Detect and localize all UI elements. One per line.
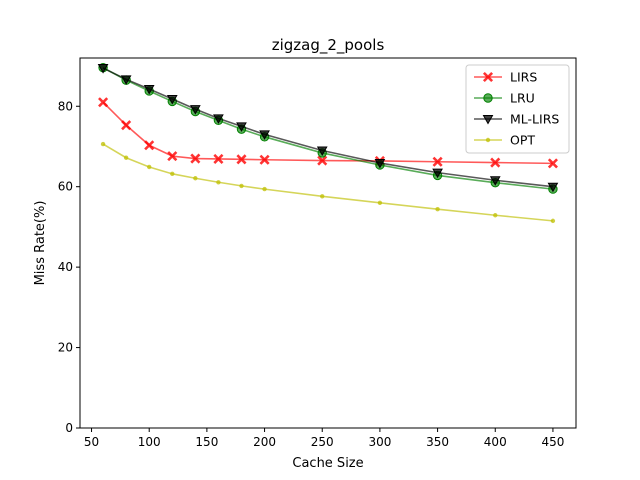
y-tick-label: 0 (65, 421, 73, 435)
data-point-lirs (317, 155, 328, 166)
data-point-opt (193, 176, 198, 181)
data-point-opt (100, 141, 106, 147)
data-point-opt (170, 171, 175, 177)
data-point-lirs (167, 151, 178, 162)
data-point-lirs (144, 140, 155, 151)
y-tick-label: 40 (58, 260, 73, 274)
data-point-ml-lirs (316, 146, 328, 157)
legend: LIRS LRU ML-LIRS OPT (465, 64, 570, 154)
data-point-lirs (490, 157, 501, 168)
x-tick-label: 200 (253, 435, 276, 449)
x-tick-label: 450 (541, 435, 564, 449)
data-point-ml-lirs (236, 122, 247, 132)
data-point-ml-lirs (432, 168, 443, 179)
data-point-opt (123, 155, 129, 160)
y-tick-label: 80 (58, 99, 73, 113)
legend-swatch-marker (485, 137, 491, 143)
x-tick-label: 400 (484, 435, 507, 449)
data-point-ml-lirs (97, 64, 109, 74)
series-ml-lirs (97, 64, 559, 193)
plot-area-frame (79, 57, 577, 429)
legend-label: OPT (510, 133, 535, 148)
data-point-ml-lirs (120, 75, 132, 85)
data-point-ml-lirs (143, 84, 155, 95)
data-point-opt (320, 194, 325, 199)
data-point-lirs (121, 120, 132, 131)
data-point-lirs (259, 154, 270, 165)
data-point-opt (239, 183, 244, 189)
data-point-lirs (190, 153, 201, 164)
legend-item-opt: OPT (474, 133, 535, 148)
data-point-opt (550, 218, 556, 224)
data-point-opt (493, 213, 498, 218)
y-axis-label: Miss Rate(%) (33, 201, 48, 286)
data-point-ml-lirs (213, 114, 224, 124)
chart-title: zigzag_2_pools (272, 36, 385, 55)
x-tick-label: 100 (138, 435, 161, 449)
data-point-lirs (547, 158, 558, 169)
x-tick-label: 250 (311, 435, 334, 449)
x-tick-label: 150 (195, 435, 218, 449)
data-point-lirs (432, 156, 443, 167)
legend-item-ml-lirs: ML-LIRS (474, 112, 559, 127)
data-point-opt (262, 186, 267, 192)
data-point-opt (377, 200, 383, 205)
legend-swatch-marker (482, 71, 494, 83)
legend-label: LIRS (510, 70, 537, 85)
data-point-opt (435, 207, 440, 212)
x-tick-label: 50 (84, 435, 99, 449)
data-point-opt (216, 180, 221, 185)
legend-swatch-marker (482, 115, 494, 125)
data-point-ml-lirs (189, 105, 201, 115)
data-point-ml-lirs (259, 130, 270, 140)
data-point-opt (147, 164, 152, 170)
y-tick-label: 20 (58, 341, 73, 355)
data-point-lirs (213, 153, 224, 164)
legend-item-lru: LRU (474, 91, 535, 106)
data-point-ml-lirs (547, 182, 559, 193)
x-tick-label: 300 (368, 435, 391, 449)
legend-box (465, 64, 570, 154)
data-point-ml-lirs (166, 95, 178, 105)
series-layer (97, 62, 559, 224)
y-axis-ticks: 0 20 40 60 80 (58, 99, 80, 435)
data-point-ml-lirs (374, 158, 386, 169)
series-opt (100, 141, 556, 224)
data-point-ml-lirs (489, 176, 501, 186)
legend-label: ML-LIRS (510, 112, 559, 127)
x-axis-ticks: 50 100 150 200 250 300 350 400 450 (84, 428, 564, 449)
data-point-lirs (98, 97, 109, 108)
data-point-lirs (236, 154, 247, 165)
legend-label: LRU (510, 91, 535, 106)
y-tick-label: 60 (58, 180, 73, 194)
legend-item-lirs: LIRS (474, 70, 537, 85)
x-axis-label: Cache Size (292, 456, 363, 471)
legend-swatch-marker (483, 93, 493, 103)
x-tick-label: 350 (426, 435, 449, 449)
